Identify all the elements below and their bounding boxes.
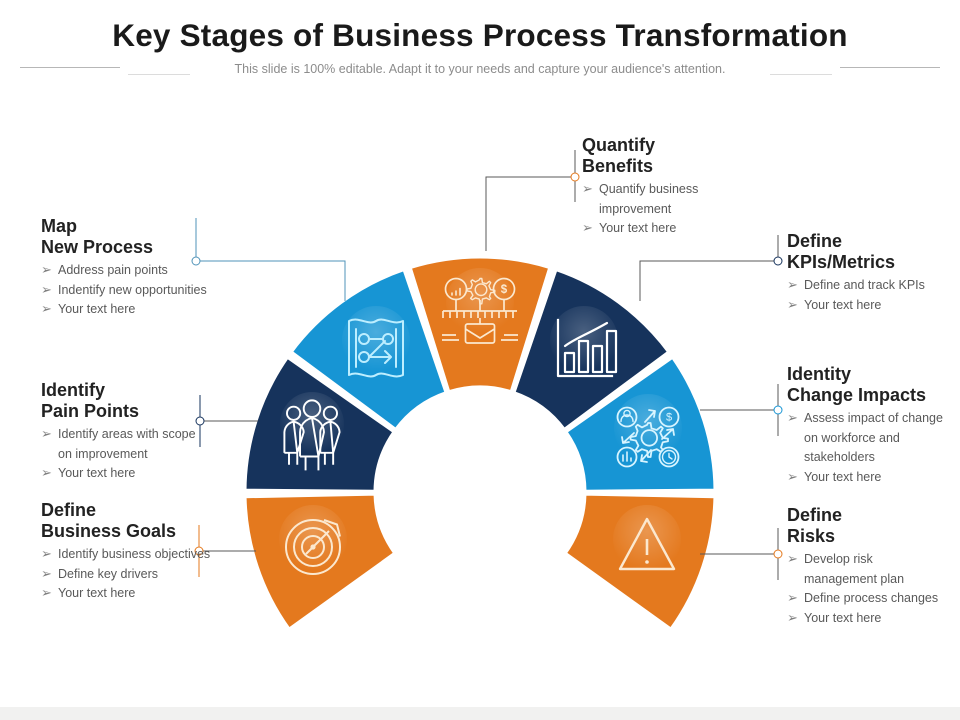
- svg-text:$: $: [666, 412, 672, 424]
- svg-text:$: $: [501, 284, 508, 296]
